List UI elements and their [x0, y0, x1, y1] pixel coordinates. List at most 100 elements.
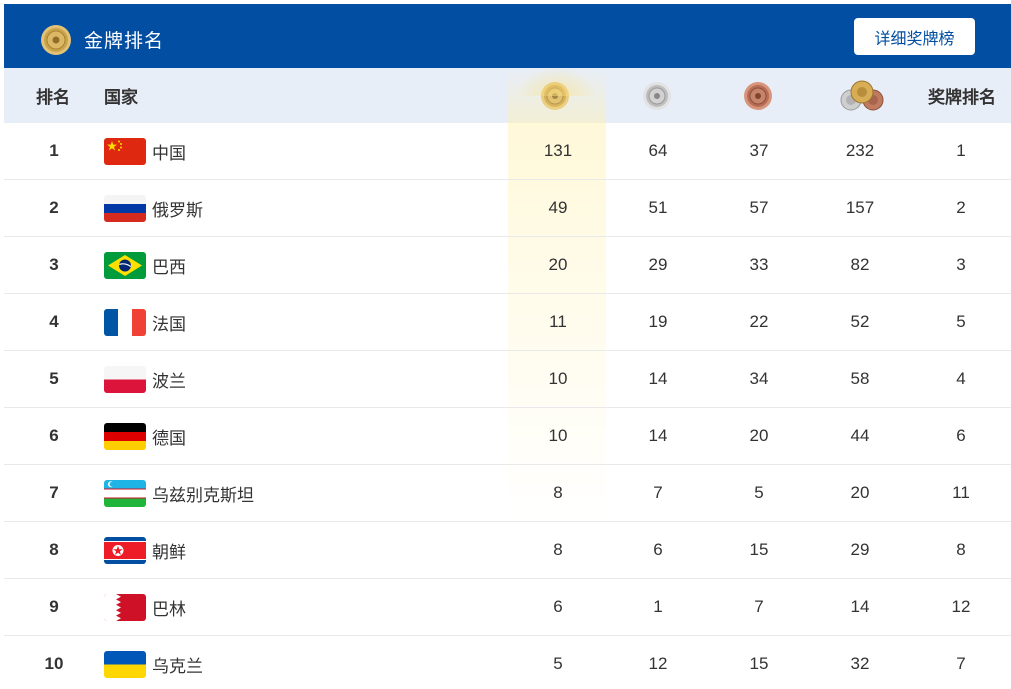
country-name: 俄罗斯 — [152, 200, 203, 220]
gold-count: 8 — [553, 540, 563, 559]
country-name: 德国 — [152, 428, 186, 448]
rank-cell: 5 — [49, 369, 59, 388]
france-flag-icon — [104, 308, 146, 336]
china-flag-icon — [104, 137, 146, 165]
silver-medal-icon — [643, 81, 671, 110]
country-name: 中国 — [152, 143, 186, 163]
country-name: 巴西 — [152, 257, 186, 277]
russia-flag-icon — [104, 194, 146, 222]
total-count: 20 — [850, 483, 870, 502]
country-cell[interactable]: 乌克兰 — [104, 636, 484, 689]
north-korea-flag-icon — [104, 536, 146, 564]
total-count: 32 — [850, 654, 870, 673]
total-count: 157 — [845, 198, 875, 217]
medal-rank: 12 — [951, 597, 971, 616]
medal-rank: 1 — [956, 141, 966, 160]
total-column-header[interactable] — [838, 68, 886, 123]
total-count: 58 — [850, 369, 870, 388]
uzbekistan-flag-icon — [104, 479, 146, 507]
bronze-count: 5 — [754, 483, 764, 502]
gold-count: 10 — [548, 369, 568, 388]
rank-cell: 4 — [49, 312, 59, 331]
country-cell[interactable]: 中国 — [104, 123, 484, 179]
table-row[interactable]: 5 波兰 10 14 34 58 4 — [4, 351, 1011, 408]
table-row[interactable]: 7 乌兹别克斯坦 8 7 5 20 11 — [4, 465, 1011, 522]
country-cell[interactable]: 巴西 — [104, 237, 484, 293]
bronze-count: 33 — [749, 255, 769, 274]
bronze-column-header[interactable] — [743, 68, 773, 123]
bronze-count: 7 — [754, 597, 764, 616]
medal-rank: 3 — [956, 255, 966, 274]
country-cell[interactable]: 德国 — [104, 408, 484, 464]
table-row[interactable]: 4 法国 11 19 22 52 5 — [4, 294, 1011, 351]
gold-count: 20 — [548, 255, 568, 274]
rank-cell: 3 — [49, 255, 59, 274]
silver-count: 1 — [653, 597, 663, 616]
rank-cell: 1 — [49, 141, 59, 160]
bronze-count: 20 — [749, 426, 769, 445]
table-row[interactable]: 6 德国 10 14 20 44 6 — [4, 408, 1011, 465]
medal-rank-header: 奖牌排名 — [928, 88, 996, 107]
gold-count: 11 — [549, 312, 567, 331]
total-count: 52 — [850, 312, 870, 331]
page-title: 金牌排名 — [84, 31, 165, 52]
gold-count: 49 — [548, 198, 568, 217]
silver-count: 51 — [648, 198, 668, 217]
table-row[interactable]: 1 中国 131 64 37 232 1 — [4, 123, 1011, 180]
bronze-count: 15 — [749, 540, 769, 559]
gold-count: 10 — [548, 426, 568, 445]
medal-rank: 6 — [956, 426, 966, 445]
bahrain-flag-icon — [104, 593, 146, 621]
country-cell[interactable]: 乌兹别克斯坦 — [104, 465, 484, 521]
total-count: 29 — [850, 540, 870, 559]
silver-count: 14 — [648, 369, 668, 388]
total-count: 14 — [850, 597, 870, 616]
total-count: 44 — [850, 426, 870, 445]
country-header: 国家 — [104, 88, 138, 107]
silver-column-header[interactable] — [642, 68, 672, 123]
rank-cell: 6 — [49, 426, 59, 445]
table-row[interactable]: 3 巴西 20 29 33 82 3 — [4, 237, 1011, 294]
ukraine-flag-icon — [104, 650, 146, 678]
silver-count: 7 — [653, 483, 663, 502]
gold-count: 8 — [553, 483, 563, 502]
medal-rank: 8 — [956, 540, 966, 559]
total-count: 232 — [845, 141, 875, 160]
rank-cell: 10 — [44, 654, 64, 673]
country-name: 朝鲜 — [152, 542, 186, 562]
all-medals-icon — [840, 80, 884, 110]
silver-count: 64 — [648, 141, 668, 160]
poland-flag-icon — [104, 365, 146, 393]
gold-count: 5 — [553, 654, 563, 673]
country-cell[interactable]: 朝鲜 — [104, 522, 484, 578]
silver-count: 6 — [653, 540, 663, 559]
medal-rank: 5 — [956, 312, 966, 331]
detailed-medal-table-button[interactable]: 详细奖牌榜 — [854, 18, 975, 55]
medal-rank: 4 — [956, 369, 966, 388]
gold-medal-icon — [41, 25, 71, 55]
table-row[interactable]: 9 巴林 6 1 7 14 12 — [4, 579, 1011, 636]
bronze-medal-icon — [744, 81, 772, 110]
country-cell[interactable]: 巴林 — [104, 579, 484, 635]
country-name: 法国 — [152, 314, 186, 334]
table-row[interactable]: 8 朝鲜 8 6 15 29 8 — [4, 522, 1011, 579]
silver-count: 12 — [648, 654, 668, 673]
table-row[interactable]: 2 俄罗斯 49 51 57 157 2 — [4, 180, 1011, 237]
bronze-count: 22 — [749, 312, 769, 331]
silver-count: 19 — [648, 312, 668, 331]
gold-column-header[interactable] — [540, 68, 570, 123]
country-cell[interactable]: 俄罗斯 — [104, 180, 484, 236]
country-cell[interactable]: 法国 — [104, 294, 484, 350]
bronze-count: 15 — [749, 654, 769, 673]
country-name: 乌兹别克斯坦 — [152, 485, 254, 505]
table-header: 排名 国家 — [4, 68, 1011, 123]
rank-cell: 7 — [49, 483, 59, 502]
brazil-flag-icon — [104, 251, 146, 279]
table-row[interactable]: 10 乌克兰 5 12 15 32 7 — [4, 636, 1011, 689]
country-cell[interactable]: 波兰 — [104, 351, 484, 407]
bronze-count: 57 — [749, 198, 769, 217]
country-name: 巴林 — [152, 599, 186, 619]
header-bar: 金牌排名 详细奖牌榜 — [4, 4, 1011, 68]
medal-rank: 11 — [952, 483, 970, 502]
rank-cell: 2 — [49, 198, 59, 217]
